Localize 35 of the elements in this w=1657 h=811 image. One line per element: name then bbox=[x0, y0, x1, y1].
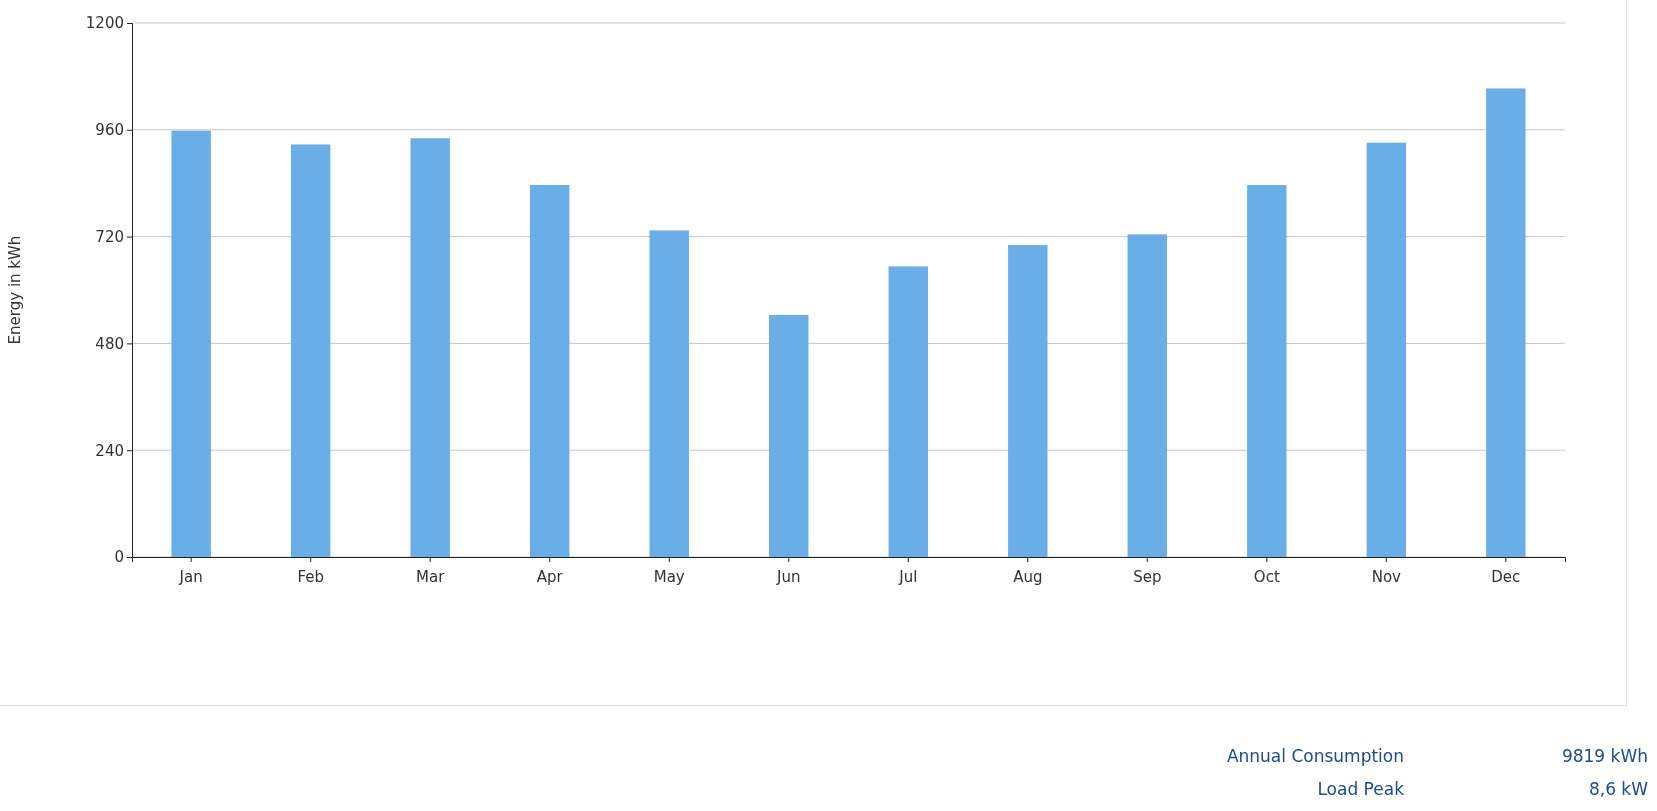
y-tick-label: 240 bbox=[95, 441, 124, 460]
bar bbox=[769, 314, 809, 557]
text: Annual Consumption bbox=[1226, 746, 1404, 766]
bar bbox=[888, 266, 928, 557]
y-tick-label: 960 bbox=[95, 121, 124, 140]
y-tick-label: 720 bbox=[95, 227, 124, 246]
bar bbox=[290, 144, 331, 557]
y-axis-title: Energy in kWh bbox=[6, 235, 24, 345]
y-tick-label: 0 bbox=[114, 548, 124, 567]
x-tick-label: Jun bbox=[776, 567, 801, 586]
x-tick-label: Mar bbox=[416, 567, 446, 586]
x-tick-label: Nov bbox=[1371, 567, 1402, 586]
y-tick-label: 480 bbox=[95, 334, 124, 353]
x-tick-label: Aug bbox=[1013, 567, 1043, 586]
x-tick-label: Jul bbox=[898, 567, 918, 586]
text: 8,6 kW bbox=[1588, 779, 1649, 799]
bar bbox=[1008, 245, 1048, 557]
x-tick-label: Oct bbox=[1253, 567, 1280, 586]
bar bbox=[529, 184, 570, 557]
text: 9819 kWh bbox=[1561, 746, 1648, 766]
bar bbox=[1486, 88, 1526, 557]
x-tick-label: Jan bbox=[178, 567, 203, 586]
x-tick-label: Dec bbox=[1491, 567, 1521, 586]
x-tick-label: Sep bbox=[1133, 567, 1162, 586]
bar bbox=[1127, 234, 1168, 557]
bar bbox=[649, 230, 689, 557]
bar bbox=[1366, 142, 1407, 557]
text: Load Peak bbox=[1317, 779, 1405, 799]
bar bbox=[410, 138, 450, 557]
x-tick-label: Apr bbox=[536, 567, 564, 586]
bar bbox=[171, 130, 211, 557]
bar bbox=[1247, 184, 1287, 557]
y-tick-label: 1200 bbox=[85, 14, 124, 33]
x-tick-label: May bbox=[653, 567, 685, 586]
x-tick-label: Feb bbox=[297, 567, 324, 586]
